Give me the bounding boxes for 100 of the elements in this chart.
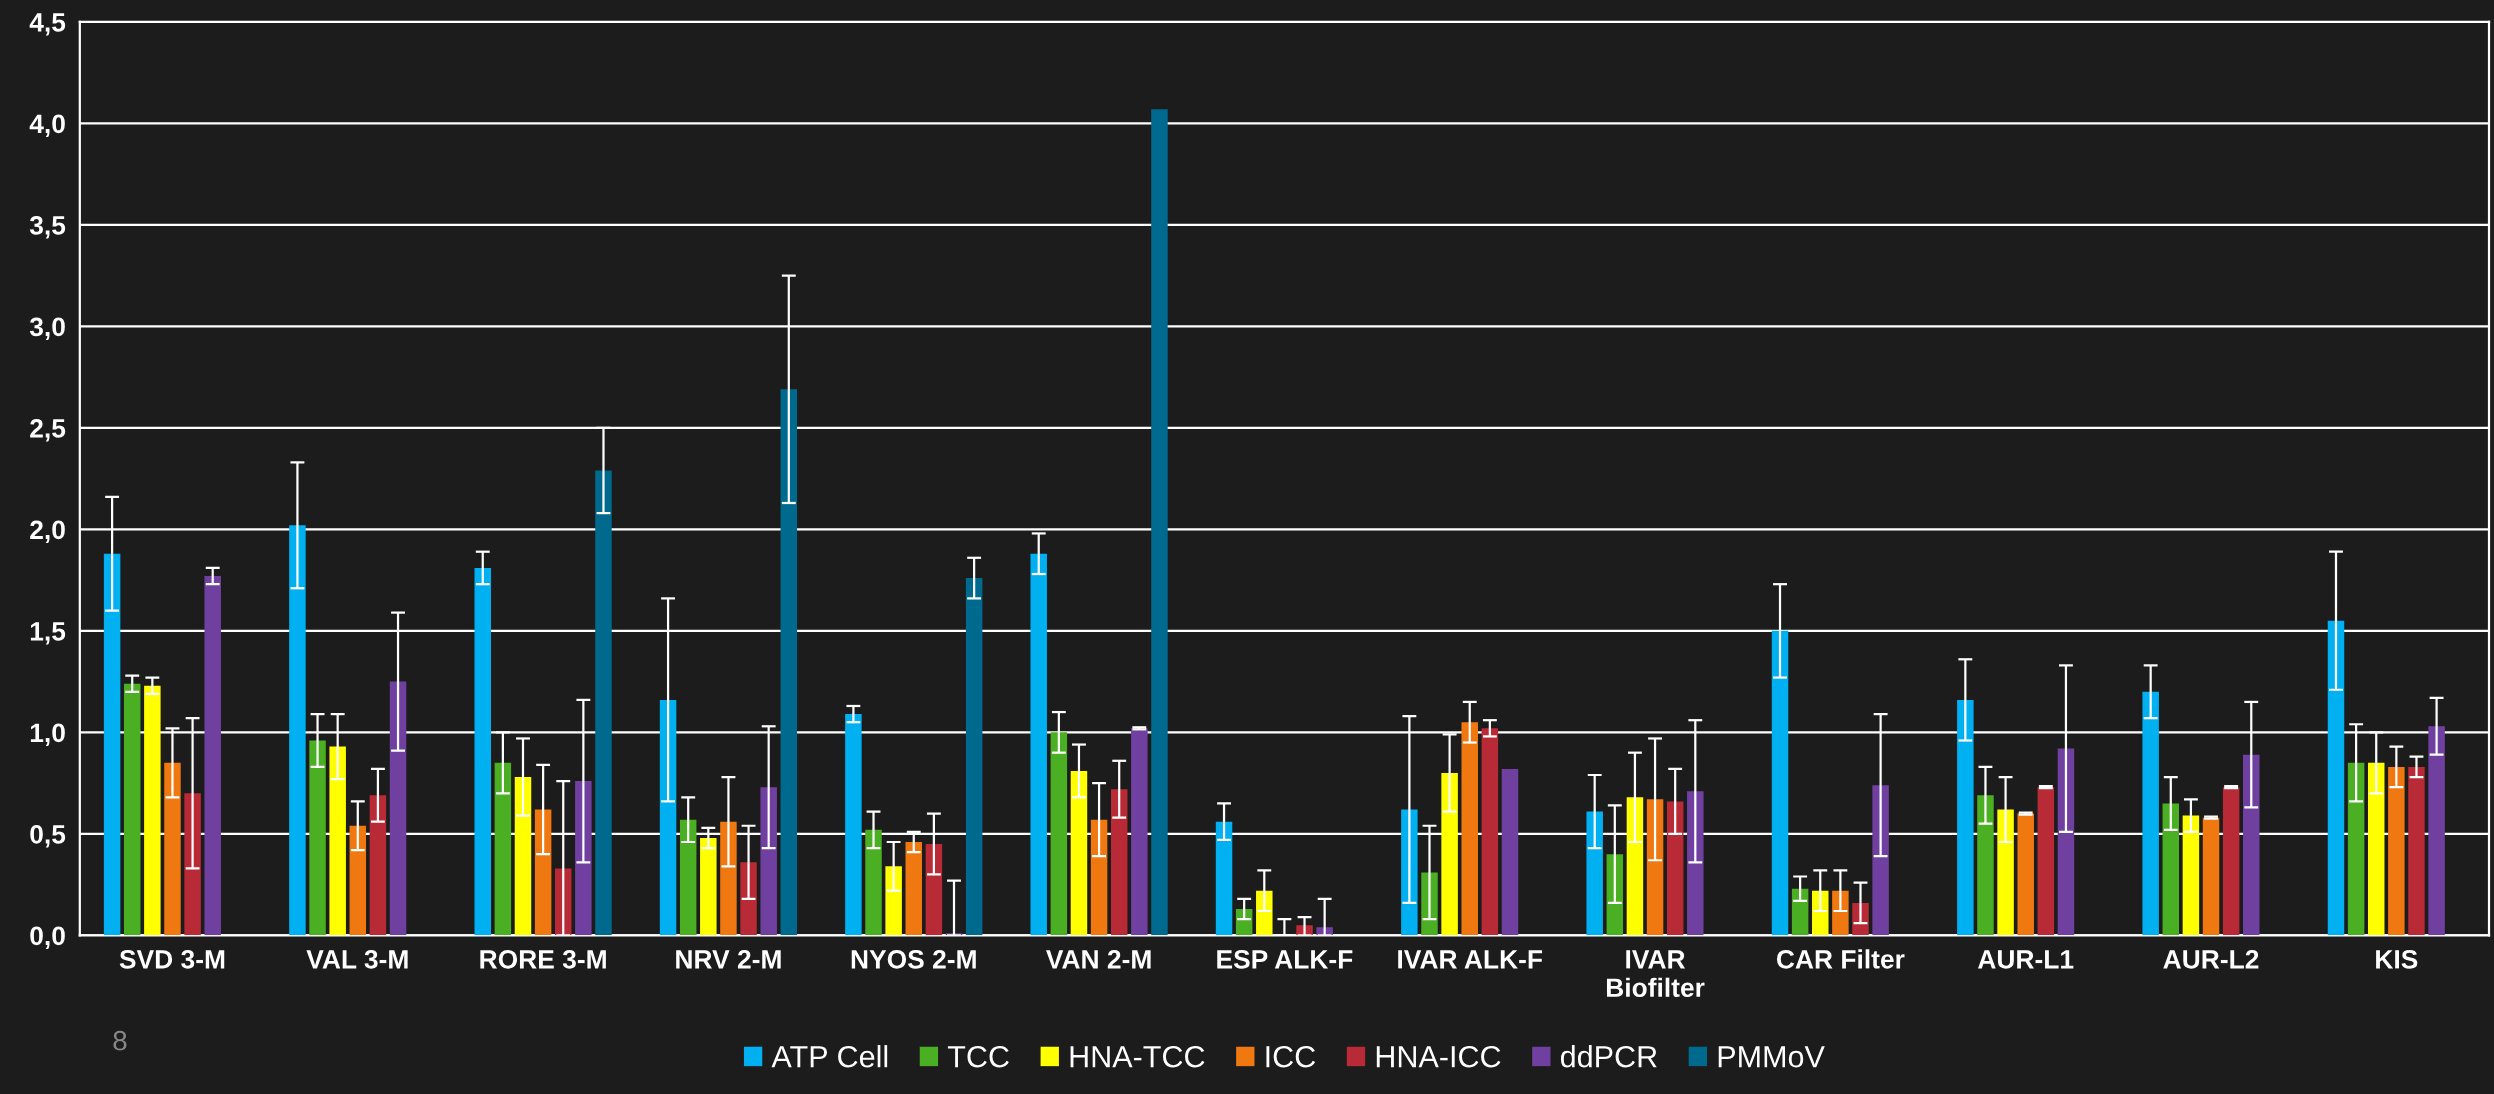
bar bbox=[103, 553, 121, 936]
bar bbox=[2017, 813, 2034, 936]
bar bbox=[595, 470, 612, 936]
x-tick-label: NRV 2-M bbox=[676, 949, 781, 969]
bar bbox=[289, 525, 306, 936]
bar bbox=[1050, 732, 1068, 936]
bar bbox=[1256, 890, 1273, 936]
bar bbox=[2037, 787, 2055, 936]
bar bbox=[1872, 785, 1889, 936]
bar bbox=[1957, 699, 1974, 936]
x-tick-label: KIS bbox=[2376, 949, 2418, 969]
bar bbox=[389, 681, 407, 936]
legend-label: PMMoV bbox=[1718, 1046, 1825, 1068]
bar bbox=[1812, 890, 1829, 936]
bar bbox=[965, 578, 983, 936]
text: 8 bbox=[113, 1030, 127, 1051]
bar bbox=[2182, 815, 2200, 936]
x-tick-label: VAN 2-M bbox=[1046, 949, 1151, 969]
bar bbox=[494, 762, 512, 936]
x-tick-label: RORE 3-M bbox=[480, 949, 606, 969]
bar bbox=[1977, 795, 1994, 936]
bar bbox=[1832, 890, 1849, 936]
bar bbox=[1461, 722, 1478, 936]
x-tick-label: SVD 3-M bbox=[119, 949, 225, 969]
bar bbox=[1646, 799, 1664, 936]
bar bbox=[1441, 772, 1458, 936]
bar bbox=[1997, 809, 2014, 936]
bar bbox=[1687, 791, 1704, 936]
bar bbox=[514, 777, 532, 936]
bar bbox=[2202, 817, 2220, 936]
bar bbox=[845, 714, 862, 936]
y-tick-label: 3,5 bbox=[29, 216, 66, 239]
bar bbox=[2428, 726, 2445, 936]
y-tick-label: 2,0 bbox=[30, 520, 65, 544]
bar bbox=[2142, 691, 2159, 936]
bar bbox=[2222, 787, 2240, 936]
bar bbox=[1666, 801, 1684, 936]
y-tick-label: 0,5 bbox=[30, 825, 66, 848]
bar bbox=[865, 829, 882, 936]
bar bbox=[1771, 630, 1789, 936]
bar bbox=[1070, 770, 1088, 936]
legend-label: ATP Cell bbox=[771, 1045, 888, 1068]
bar bbox=[720, 821, 737, 936]
bar bbox=[349, 825, 367, 936]
x-tick-label: CAR Filter bbox=[1776, 949, 1905, 969]
bar bbox=[1030, 553, 1047, 936]
legend-label: ICC bbox=[1266, 1045, 1316, 1068]
bar bbox=[2162, 803, 2180, 936]
y-tick-label: 2,5 bbox=[30, 419, 66, 442]
bar bbox=[2347, 762, 2365, 936]
bar bbox=[474, 567, 491, 936]
bar bbox=[2408, 766, 2425, 936]
bar bbox=[780, 389, 798, 936]
y-tick-label: 4,0 bbox=[29, 114, 65, 138]
bar bbox=[329, 746, 346, 936]
bar bbox=[2243, 754, 2260, 936]
x-tick-label: AUR-L2 bbox=[2163, 949, 2259, 969]
y-tick-label: 0,0 bbox=[30, 926, 65, 950]
bar bbox=[1110, 789, 1128, 936]
bar bbox=[2327, 620, 2345, 936]
legend-label: ddPCR bbox=[1560, 1045, 1657, 1068]
bar bbox=[905, 841, 923, 936]
bar bbox=[184, 793, 201, 936]
bar bbox=[925, 844, 943, 936]
bar bbox=[1090, 819, 1108, 936]
bar bbox=[2367, 762, 2385, 936]
y-tick-label: 1,5 bbox=[30, 622, 66, 645]
bar bbox=[760, 787, 777, 936]
bar bbox=[2388, 766, 2405, 936]
legend-label: HNA-ICC bbox=[1376, 1045, 1501, 1068]
bar bbox=[575, 781, 592, 936]
x-tick-label: AUR-L1 bbox=[1977, 950, 2074, 969]
x-tick-label: VAL 3-M bbox=[306, 949, 408, 969]
bar bbox=[123, 683, 141, 936]
bar bbox=[1791, 888, 1809, 936]
bar bbox=[144, 685, 161, 936]
bar bbox=[885, 866, 902, 936]
y-tick-label: 3,0 bbox=[29, 317, 65, 341]
x-tick-label: IVAR Biofilter bbox=[1606, 950, 1705, 998]
bar bbox=[700, 837, 717, 936]
bar bbox=[1501, 768, 1519, 936]
bar bbox=[659, 699, 677, 936]
bar bbox=[679, 819, 697, 936]
bar bbox=[1215, 821, 1233, 936]
bar bbox=[1151, 109, 1168, 936]
bar bbox=[309, 740, 326, 936]
bar bbox=[1481, 728, 1499, 936]
bar bbox=[204, 576, 221, 936]
bar bbox=[1606, 854, 1624, 936]
y-tick-label: 4,5 bbox=[29, 13, 66, 36]
bar bbox=[1586, 811, 1603, 936]
legend-label: TCC bbox=[947, 1045, 1009, 1068]
y-tick-label: 1,0 bbox=[30, 723, 65, 747]
bar bbox=[534, 809, 552, 936]
bar bbox=[164, 762, 181, 936]
legend-label: HNA-TCC bbox=[1070, 1045, 1205, 1068]
bar bbox=[1626, 797, 1644, 936]
bar bbox=[2057, 748, 2075, 936]
x-tick-label: IVAR ALK-F bbox=[1398, 950, 1543, 969]
x-tick-label: ESP ALK-F bbox=[1217, 949, 1353, 969]
